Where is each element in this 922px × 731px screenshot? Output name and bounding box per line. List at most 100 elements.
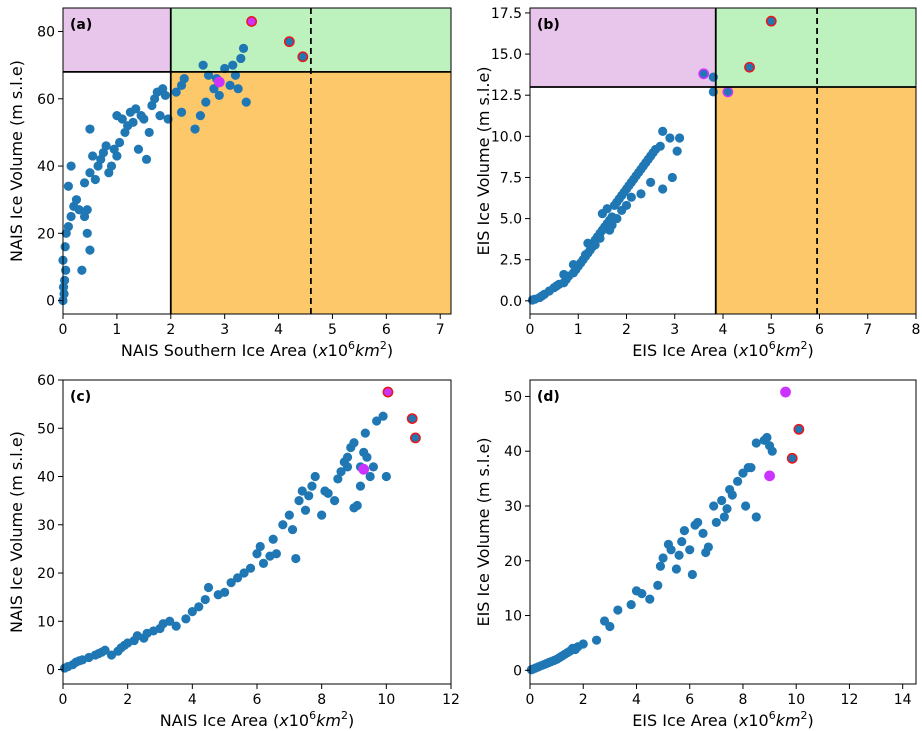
data-point [233, 84, 243, 94]
axes-frame [62, 379, 452, 685]
region-purple [63, 8, 171, 72]
data-point [711, 517, 721, 528]
data-point [336, 467, 346, 477]
x-tick-label: 8 [912, 322, 921, 338]
data-point [255, 541, 265, 552]
y-tick-label: 0.0 [500, 294, 522, 310]
data-point [252, 549, 262, 559]
data-point [190, 124, 200, 134]
panel-label: (a) [70, 17, 92, 33]
x-axis-unit: (x106km2) [728, 339, 814, 360]
data-point [200, 594, 210, 605]
data-point [85, 168, 95, 178]
data-point [658, 553, 668, 563]
data-point [717, 495, 727, 506]
data-point [106, 161, 117, 171]
data-point [294, 496, 304, 506]
data-point [381, 471, 391, 482]
x-tick-label: 0 [526, 322, 535, 338]
y-tick-label: 10 [37, 614, 55, 630]
data-point [342, 452, 353, 462]
data-point [66, 161, 76, 171]
data-point [762, 432, 772, 443]
x-tick-label: 10 [787, 692, 805, 708]
data-point [133, 144, 144, 154]
x-tick-label: 4 [719, 322, 728, 338]
x-axis-unit: (x106km2) [728, 709, 814, 730]
data-point [71, 195, 82, 205]
data-point [658, 184, 668, 194]
data-point [238, 43, 249, 53]
panel-a: 0 1 2 3 4 5 6 7 0 20 40 60 80 NAIS Southern Ice Area … [7, 7, 452, 360]
x-tick-label: 5 [328, 322, 337, 338]
highlighted-point [213, 76, 225, 88]
y-tick-label: 20 [37, 226, 55, 242]
y-tick-label: 10.0 [491, 129, 522, 145]
region-purple [530, 8, 716, 87]
data-point [655, 561, 666, 571]
x-axis-label-text: NAIS Ice Area [160, 711, 268, 730]
data-point [82, 228, 92, 238]
data-point [741, 501, 751, 511]
x-tick-label: 12 [442, 692, 460, 708]
x-axis-unit: (x106km2) [268, 709, 354, 730]
data-point [709, 501, 719, 511]
axes-frame [529, 379, 917, 685]
data-point [59, 289, 69, 299]
data-point [100, 645, 110, 655]
y-tick-label: 7.5 [500, 170, 522, 186]
data-point [214, 90, 224, 101]
y-tick-label: 0 [46, 663, 55, 679]
x-tick-label: 14 [894, 692, 912, 708]
data-point [645, 594, 655, 604]
data-point [239, 568, 249, 578]
data-point [578, 639, 588, 649]
data-point [203, 582, 214, 593]
data-point [225, 80, 235, 90]
highlighted-point [358, 463, 370, 475]
data-point [602, 204, 612, 214]
data-point [746, 463, 756, 473]
data-point [352, 500, 362, 511]
data-point [751, 438, 761, 448]
y-tick-label: 10 [504, 609, 522, 625]
data-point [355, 481, 366, 491]
data-point [360, 428, 370, 438]
data-point [674, 550, 684, 560]
x-axis-label-text: EIS Ice Area [632, 341, 727, 360]
y-tick-label: 0 [513, 663, 522, 679]
x-tick-label: 0 [59, 692, 68, 708]
data-point [612, 213, 622, 224]
data-point [88, 151, 98, 161]
data-point [228, 60, 238, 70]
x-tick-label: 7 [436, 322, 445, 338]
x-tick-label: 6 [382, 322, 391, 338]
data-point [63, 181, 73, 191]
y-tick-label: 5.0 [500, 212, 522, 228]
y-tick-label: 17.5 [491, 6, 522, 22]
data-point [77, 265, 87, 275]
y-tick-label: 2.5 [500, 253, 522, 269]
data-point [605, 225, 615, 235]
data-point [655, 141, 665, 151]
data-point [685, 545, 695, 555]
y-tick-label: 20 [504, 554, 522, 570]
highlighted-point [744, 61, 755, 73]
x-tick-label: 4 [188, 692, 197, 708]
data-point [580, 250, 591, 260]
x-tick-label: 3 [220, 322, 229, 338]
data-point [342, 462, 353, 472]
highlighted-point [780, 386, 791, 398]
highlighted-point [246, 16, 258, 27]
panel-c: 0 2 4 6 8 10 12 0 10 20 30 40 50 60 NAIS Ice Area (x10… [7, 373, 460, 730]
data-point [141, 154, 152, 164]
y-tick-label: 0 [46, 294, 55, 310]
x-tick-label: 1 [574, 322, 583, 338]
x-tick-label: 10 [377, 692, 395, 708]
data-point [767, 446, 777, 456]
region-orange [715, 86, 916, 314]
data-point [693, 517, 703, 528]
x-tick-label: 1 [112, 322, 121, 338]
data-point [671, 564, 682, 574]
data-point [626, 192, 636, 202]
